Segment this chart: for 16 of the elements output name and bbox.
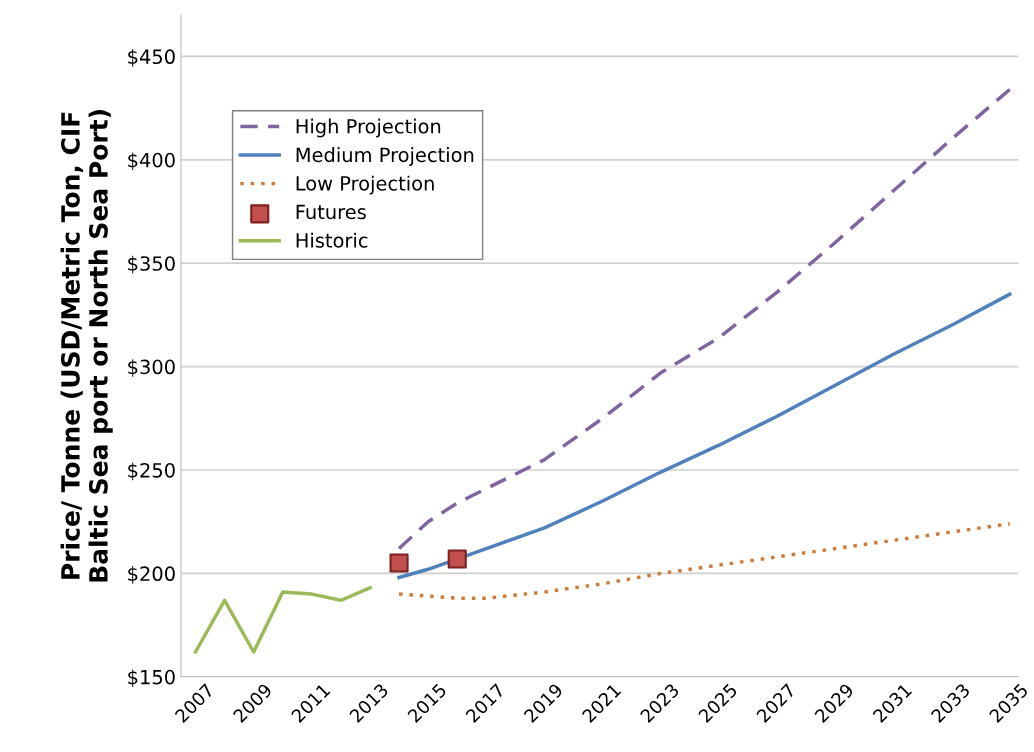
- line-series: [397, 522, 1012, 600]
- y-tick-label: $200: [128, 566, 175, 584]
- y-tick-label: $350: [128, 255, 175, 274]
- legend-label: Low Projection: [296, 175, 434, 195]
- y-tick-label: $300: [128, 359, 175, 377]
- legend-label: Historic: [296, 232, 368, 248]
- line-series: [397, 292, 1012, 580]
- legend-label: High Projection: [296, 118, 441, 138]
- legend-label: Futures: [296, 204, 366, 220]
- y-tick-label: $450: [128, 49, 175, 67]
- y-tick-label: $150: [128, 669, 175, 688]
- y-tick-label: $250: [128, 462, 175, 481]
- y-tick-label: $400: [128, 152, 175, 171]
- line-series: [193, 586, 372, 654]
- legend-label: Medium Projection: [296, 147, 474, 166]
- y-axis-title: Price/ Tonne (USD/Metric Ton, CIF Baltic Sea port or North Sea Port): [60, 110, 113, 582]
